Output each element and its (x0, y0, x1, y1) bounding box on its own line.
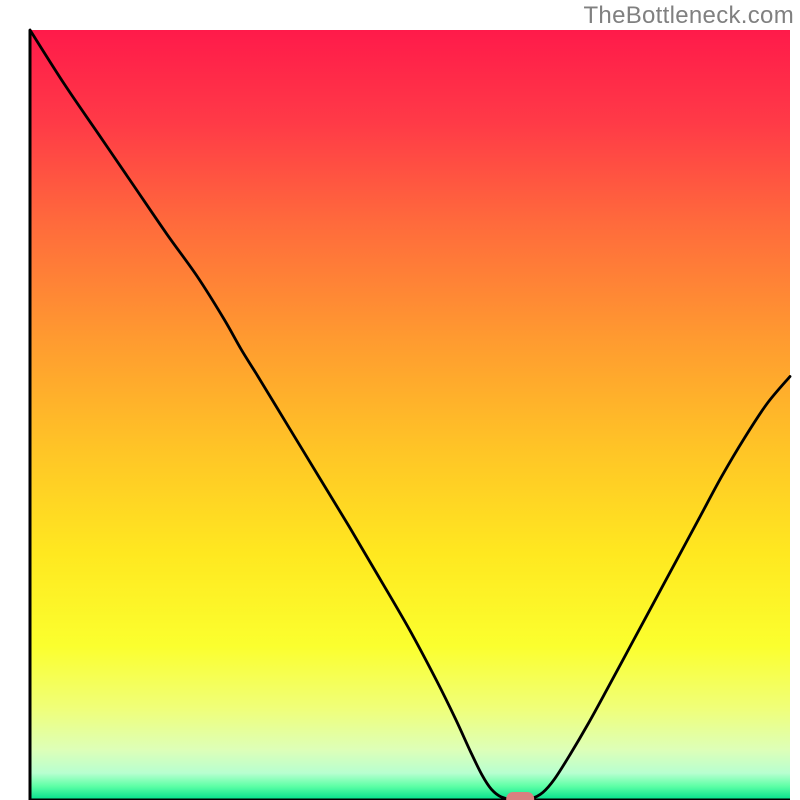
bottleneck-chart (0, 0, 800, 800)
plot-background (30, 30, 790, 800)
watermark-text: TheBottleneck.com (583, 2, 794, 30)
optimal-marker (506, 792, 534, 800)
